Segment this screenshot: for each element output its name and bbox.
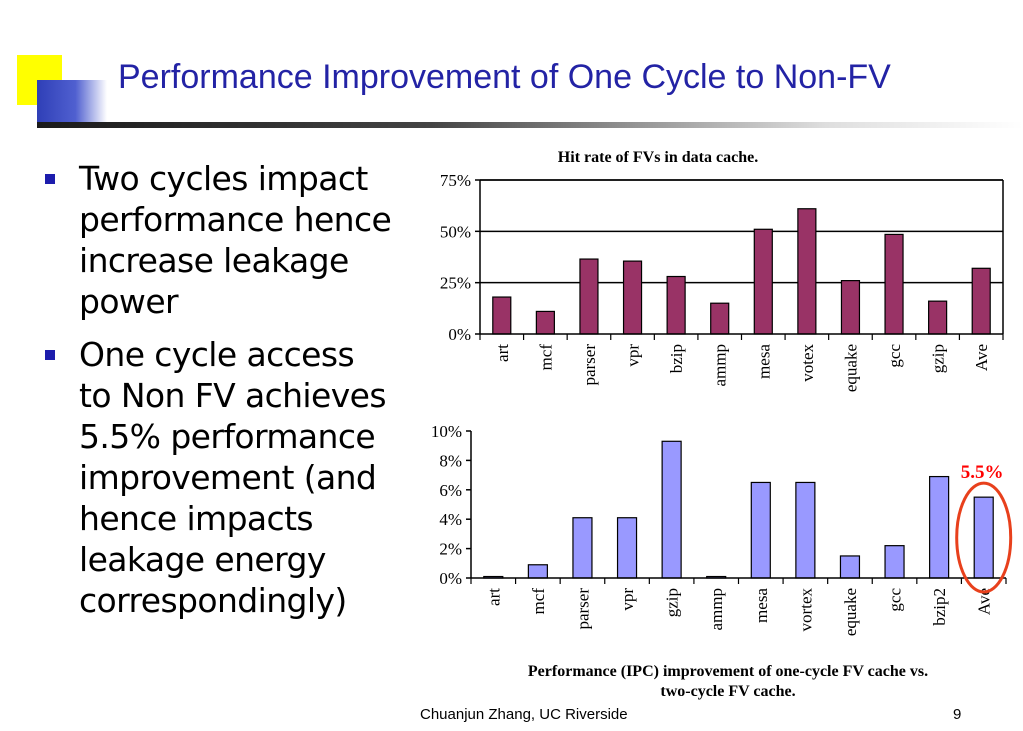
- chart-title: two-cycle FV cache.: [660, 683, 795, 700]
- bar-equake: [840, 280, 861, 335]
- x-tick-label: ammp: [707, 588, 726, 631]
- y-tick-label: 10%: [431, 422, 462, 441]
- chart-title: Performance (IPC) improvement of one-cyc…: [528, 663, 928, 680]
- bar-Ave: [973, 496, 994, 579]
- x-tick-label: parser: [580, 344, 599, 386]
- x-tick-label: gzip: [663, 588, 682, 617]
- title-underline: [37, 122, 1023, 128]
- bar-gzip: [928, 300, 948, 335]
- bar-bzip: [666, 275, 686, 335]
- y-tick-label: 6%: [439, 481, 462, 500]
- x-tick-label: mcf: [536, 344, 555, 371]
- y-tick-label: 25%: [440, 274, 471, 293]
- bar-art: [492, 296, 512, 335]
- bar-parser: [579, 258, 599, 335]
- bar-vortex: [795, 481, 816, 579]
- y-tick-label: 0%: [439, 569, 462, 588]
- x-tick-label: mesa: [752, 588, 771, 623]
- bar-vpr: [616, 517, 638, 579]
- fv-hit-rate-chart: Hit rate of FVs in data cache. 0% 25% 50% 75…: [440, 149, 1004, 392]
- y-tick-label: 8%: [439, 451, 462, 470]
- bullet-text: Two cycles impact performance hence incr…: [79, 159, 392, 321]
- x-tick-label: equake: [841, 588, 860, 636]
- bar-mesa: [753, 228, 773, 335]
- x-tick-label: vpr: [618, 588, 637, 611]
- x-tick-label: art: [493, 344, 512, 362]
- slide-title: Performance Improvement of One Cycle to …: [118, 58, 891, 96]
- x-tick-label: bzip2: [930, 588, 949, 626]
- x-tick-label: ammp: [711, 344, 730, 387]
- x-tick-label: Ave: [972, 344, 991, 371]
- bullet-item: Two cycles impact performance hence incr…: [42, 158, 392, 322]
- bar-equake: [839, 555, 861, 579]
- square-bullet-icon: [45, 350, 55, 360]
- bar-gcc: [884, 233, 904, 335]
- bar-ammp: [710, 302, 730, 335]
- bar-parser: [572, 517, 593, 579]
- x-tick-label: art: [484, 588, 503, 606]
- x-tick-label: gcc: [886, 588, 905, 612]
- bar-gzip: [661, 440, 682, 579]
- bar-votex: [797, 208, 817, 335]
- ipc-improvement-chart: Performance (IPC) improvement of one-cyc…: [431, 422, 1013, 700]
- y-tick-label: 50%: [440, 222, 471, 241]
- bar-gcc: [884, 545, 905, 579]
- bullet-list: Two cycles impact performance hence incr…: [42, 158, 392, 633]
- y-tick-label: 2%: [439, 540, 462, 559]
- y-tick-label: 0%: [448, 325, 471, 344]
- x-tick-label: parser: [573, 588, 592, 630]
- x-tick-label: bzip: [667, 344, 686, 373]
- x-tick-label: vortex: [796, 588, 815, 632]
- footer-author: Chuanjun Zhang, UC Riverside: [420, 706, 628, 723]
- bar-mcf: [535, 310, 555, 335]
- x-tick-label: gcc: [885, 344, 904, 368]
- x-tick-label: gzip: [929, 344, 948, 373]
- title-decoration-blue: [37, 80, 107, 128]
- x-tick-label: votex: [798, 344, 817, 382]
- x-tick-label: Ave: [975, 588, 994, 615]
- bar-vpr: [622, 260, 643, 335]
- bar-Ave: [971, 267, 991, 335]
- x-tick-label: mcf: [529, 588, 548, 615]
- x-tick-label: equake: [841, 344, 860, 392]
- y-tick-label: 75%: [440, 171, 471, 190]
- y-tick-label: 4%: [439, 510, 462, 529]
- bar-mesa: [750, 481, 771, 579]
- page-number: 9: [953, 706, 962, 723]
- chart-title: Hit rate of FVs in data cache.: [558, 149, 758, 166]
- x-tick-label: vpr: [624, 344, 643, 367]
- x-tick-label: mesa: [754, 344, 773, 379]
- annotation-label: 5.5%: [961, 462, 1004, 483]
- bullet-text: One cycle access to Non FV achieves 5.5%…: [79, 335, 387, 620]
- bullet-item: One cycle access to Non FV achieves 5.5%…: [42, 334, 392, 621]
- square-bullet-icon: [45, 174, 55, 184]
- highlight-circle: [955, 481, 1013, 594]
- bar-bzip2: [929, 475, 950, 579]
- bar-mcf: [527, 564, 548, 579]
